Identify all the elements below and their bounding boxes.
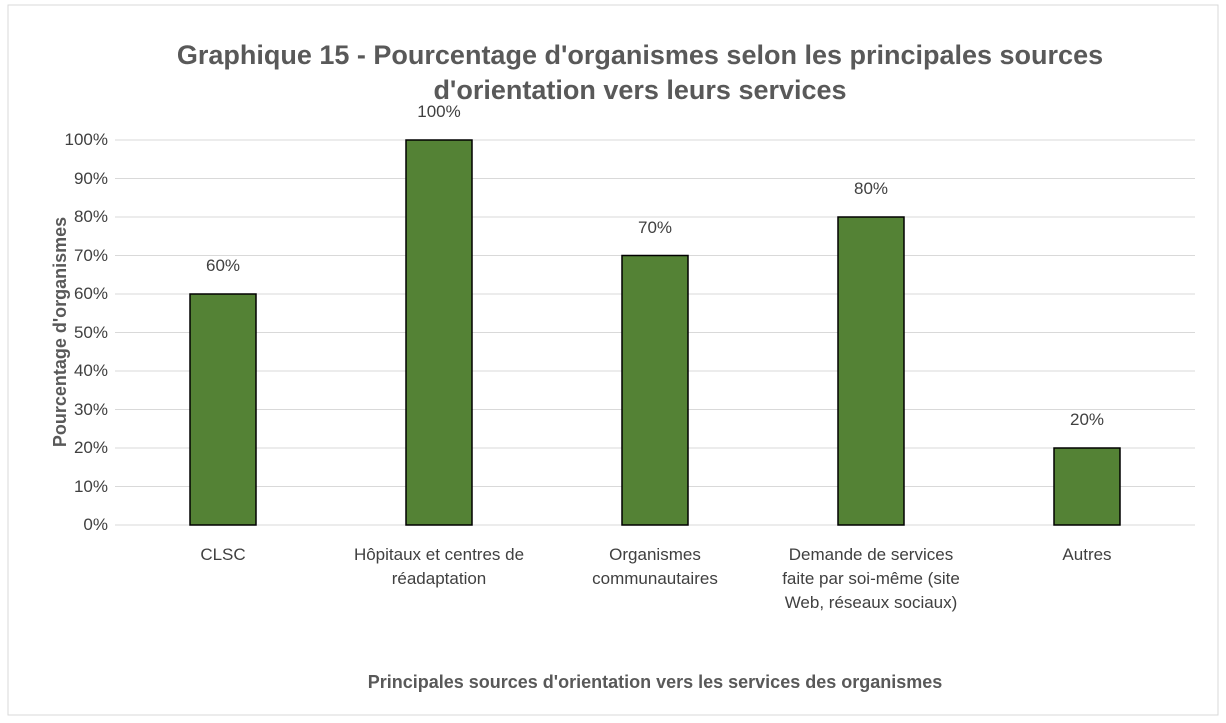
data-label: 80% xyxy=(853,179,889,198)
bar xyxy=(189,293,257,526)
x-axis-title: Principales sources d'orientation vers l… xyxy=(367,672,943,692)
y-tick-label: 30% xyxy=(73,399,108,419)
y-tick-label: 0% xyxy=(83,515,108,534)
x-tick-label: CLSC xyxy=(200,545,246,564)
bar xyxy=(621,254,689,526)
chart-title: Graphique 15 - Pourcentage d'organismes … xyxy=(176,40,1104,105)
y-tick-label: 10% xyxy=(73,476,108,496)
data-label: 100% xyxy=(417,102,461,121)
x-tick-label: Demande de services faite par soi-même (… xyxy=(782,545,960,612)
y-tick-label: 90% xyxy=(73,168,108,188)
bar xyxy=(1053,447,1121,526)
y-tick-label: 70% xyxy=(73,245,108,265)
x-tick-label: Organismes communautaires xyxy=(592,545,718,588)
data-label: 20% xyxy=(1069,410,1105,429)
y-tick-label: 80% xyxy=(73,207,108,226)
x-tick-label: Autres xyxy=(1062,545,1112,564)
y-tick-label: 50% xyxy=(73,322,108,342)
y-tick-label: 100% xyxy=(64,130,108,149)
bar xyxy=(405,139,473,526)
bar xyxy=(837,216,905,526)
data-label: 60% xyxy=(205,256,241,275)
data-label: 70% xyxy=(637,217,673,237)
y-tick-label: 60% xyxy=(73,284,108,303)
y-tick-label: 40% xyxy=(73,361,108,380)
x-tick-label: Hôpitaux et centres de réadaptation xyxy=(353,545,525,588)
y-tick-label: 20% xyxy=(73,438,108,457)
